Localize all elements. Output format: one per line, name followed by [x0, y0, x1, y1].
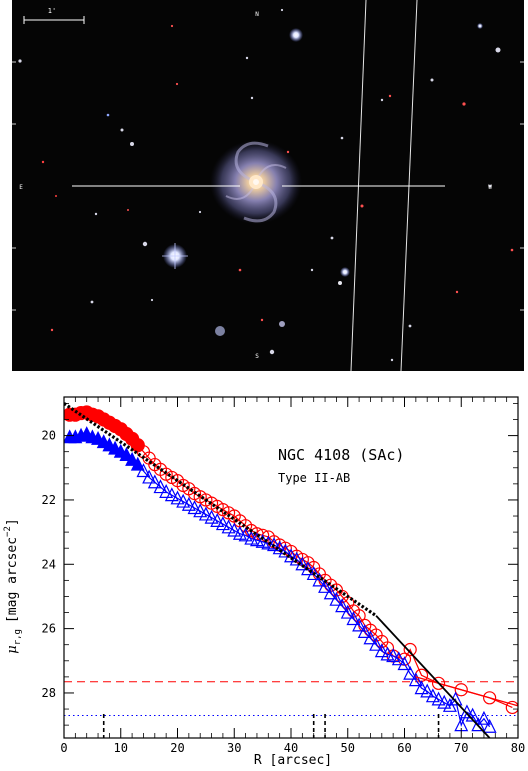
- y-axis-label-symbol: μ: [5, 645, 20, 653]
- bright-star-left: [162, 243, 188, 269]
- red-data-point: [454, 683, 468, 697]
- x-tick-label: 20: [170, 741, 184, 755]
- blue-data-point: [170, 490, 185, 505]
- x-tick-label: 60: [397, 741, 411, 755]
- blue-data-point: [187, 500, 202, 515]
- blue-data-point: [176, 493, 191, 508]
- blue-data-point: [318, 578, 333, 593]
- red-data-point: [403, 642, 417, 657]
- blue-data-point: [164, 487, 179, 502]
- surface-brightness-chart: NGC 4108 (SAc) Type II-AB R [arcsec] μr,…: [3, 396, 525, 768]
- blue-data-point: [323, 585, 338, 600]
- blue-data-point: [386, 648, 401, 663]
- x-tick-label: 70: [454, 741, 468, 755]
- blue-data-point: [369, 636, 384, 651]
- blue-data-point: [408, 672, 423, 687]
- blue-data-point: [204, 509, 219, 524]
- galaxy-ngc4108: [210, 140, 302, 224]
- x-tick-label: 40: [284, 741, 298, 755]
- blue-data-point: [136, 463, 151, 478]
- blue-data-point: [414, 680, 429, 695]
- y-axis-label-subscript: r,g: [13, 629, 23, 645]
- blue-data-point: [159, 484, 174, 499]
- scale-bar: [23, 16, 85, 24]
- y-tick-label: 22: [42, 493, 56, 507]
- blue-data-point: [238, 527, 253, 542]
- blue-data-point: [267, 537, 281, 552]
- blue-data-point: [437, 694, 452, 709]
- black-inner-fit-line: [64, 402, 378, 618]
- blue-data-point: [420, 683, 435, 698]
- x-tick-label: 80: [511, 741, 525, 755]
- y-tick-label: 26: [42, 622, 56, 636]
- blue-data-point: [335, 598, 350, 613]
- bright-star-right: [340, 267, 350, 277]
- y-axis-label-units: [mag arcsec: [5, 537, 20, 623]
- x-tick-label: 0: [60, 741, 67, 755]
- compass-east-label: E: [19, 184, 23, 191]
- x-tick-label: 50: [341, 741, 355, 755]
- galaxy-image-panel: 1' N E W S: [12, 0, 524, 371]
- blue-data-point: [352, 617, 367, 632]
- blue-data-point: [306, 566, 321, 581]
- black-outer-fit-line: [375, 615, 491, 738]
- blue-data-point: [363, 630, 378, 645]
- y-axis-label: μr,g [mag arcsec−2]: [3, 518, 23, 653]
- chart-title: NGC 4108 (SAc): [278, 446, 404, 464]
- scale-bar-label: 1': [48, 7, 56, 15]
- red-data-point: [483, 691, 497, 705]
- blue-data-point: [482, 718, 497, 733]
- x-axis-label: R [arcsec]: [254, 753, 332, 768]
- blue-data-point: [198, 506, 213, 521]
- plot-area: [64, 402, 518, 738]
- bright-star-top: [289, 28, 303, 42]
- blue-data-point: [431, 691, 446, 706]
- red-outer-fit-line: [415, 676, 518, 707]
- blue-data-point: [210, 513, 225, 527]
- blue-data-point: [374, 643, 389, 658]
- compass-west-label: W: [488, 184, 492, 191]
- y-tick-label: 20: [42, 429, 56, 443]
- blue-data-point: [357, 623, 372, 638]
- blue-data-point: [215, 516, 230, 531]
- x-tick-label: 30: [227, 741, 241, 755]
- small-star-bottom: [338, 281, 342, 285]
- blue-data-point: [340, 604, 355, 619]
- blue-data-point: [476, 710, 491, 725]
- blue-data-point: [142, 469, 157, 484]
- red-data-point: [505, 700, 518, 715]
- blue-data-point: [130, 456, 145, 471]
- bright-star-right-top: [477, 23, 483, 29]
- blue-data-point: [397, 656, 412, 671]
- y-axis-label-units-exponent: −2: [3, 526, 13, 537]
- blue-data-point: [147, 474, 162, 489]
- blue-data-point: [289, 551, 304, 566]
- y-axis-label-units-close: ]: [5, 518, 20, 526]
- blue-data-point: [459, 704, 474, 719]
- blue-data-point: [391, 651, 406, 666]
- blue-data-point: [153, 479, 168, 494]
- blue-data-point: [193, 503, 208, 518]
- blue-data-point: [227, 522, 242, 537]
- y-tick-label: 24: [42, 557, 56, 571]
- compass-south-label: S: [255, 353, 259, 360]
- x-tick-label: 10: [114, 741, 128, 755]
- background-stars: [18, 8, 514, 362]
- image-edge-ticks: [12, 61, 524, 311]
- blue-data-point: [425, 688, 440, 703]
- chart-subtitle: Type II-AB: [278, 471, 350, 485]
- blue-data-point: [346, 611, 361, 626]
- compass-north-label: N: [255, 11, 259, 18]
- blue-data-point: [329, 591, 344, 606]
- red-data-point: [431, 676, 446, 690]
- y-tick-label: 28: [42, 686, 56, 700]
- blue-data-point: [301, 561, 315, 576]
- blue-data-point: [403, 665, 418, 680]
- blue-data-point: [181, 496, 196, 511]
- blue-data-point: [221, 519, 236, 534]
